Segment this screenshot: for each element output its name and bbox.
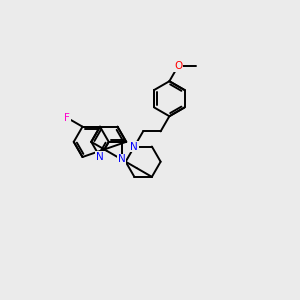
Text: O: O xyxy=(174,61,182,71)
Text: N: N xyxy=(130,142,138,152)
Text: F: F xyxy=(64,113,70,123)
Text: N: N xyxy=(96,152,104,162)
Text: N: N xyxy=(118,154,125,164)
